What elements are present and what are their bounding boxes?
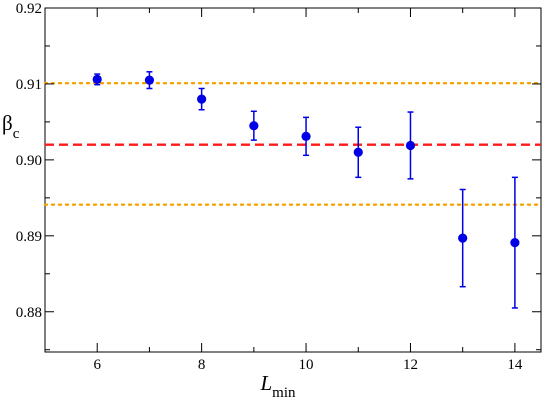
data-point — [92, 74, 102, 84]
x-tick-label: 12 — [403, 357, 418, 373]
data-point — [510, 238, 520, 248]
y-tick-label: 0.89 — [16, 229, 42, 245]
y-tick-label: 0.90 — [16, 153, 42, 169]
data-point-group — [458, 188, 468, 288]
data-series — [92, 71, 520, 309]
x-tick-label: 14 — [507, 357, 523, 373]
data-point-group — [353, 126, 363, 179]
plot-area — [44, 7, 542, 353]
reference-lines — [43, 81, 543, 206]
data-point — [405, 140, 416, 151]
data-point-group — [510, 176, 520, 309]
x-axis-label: Lmin — [259, 371, 296, 401]
data-point — [301, 131, 311, 141]
y-tick-label: 0.92 — [16, 1, 42, 17]
y-axis-label: βc — [2, 111, 20, 142]
data-point-group — [197, 87, 207, 111]
data-point-group — [249, 110, 259, 141]
plot-frame — [44, 7, 542, 353]
data-point-group — [405, 111, 416, 180]
x-tick-label: 10 — [299, 357, 314, 373]
y-axis-label-main: β — [2, 111, 13, 135]
x-axis-label-sub: min — [272, 385, 296, 401]
data-point-group — [92, 73, 102, 86]
y-tick-label: 0.88 — [16, 305, 42, 321]
data-point — [144, 75, 155, 85]
data-point — [197, 94, 207, 104]
axis-ticks: 6 8 10 12 14 0.88 0.89 0.90 0.91 0.92 — [16, 1, 541, 373]
x-tick-label: 8 — [198, 357, 206, 373]
data-point-group — [301, 116, 311, 157]
x-tick-label: 6 — [93, 357, 101, 373]
data-point — [249, 121, 259, 131]
data-point — [458, 233, 468, 243]
x-axis-label-main: L — [259, 371, 272, 395]
data-point — [353, 147, 363, 157]
y-tick-label: 0.91 — [16, 77, 42, 93]
y-axis-label-sub: c — [13, 126, 20, 142]
data-point-group — [144, 71, 155, 90]
